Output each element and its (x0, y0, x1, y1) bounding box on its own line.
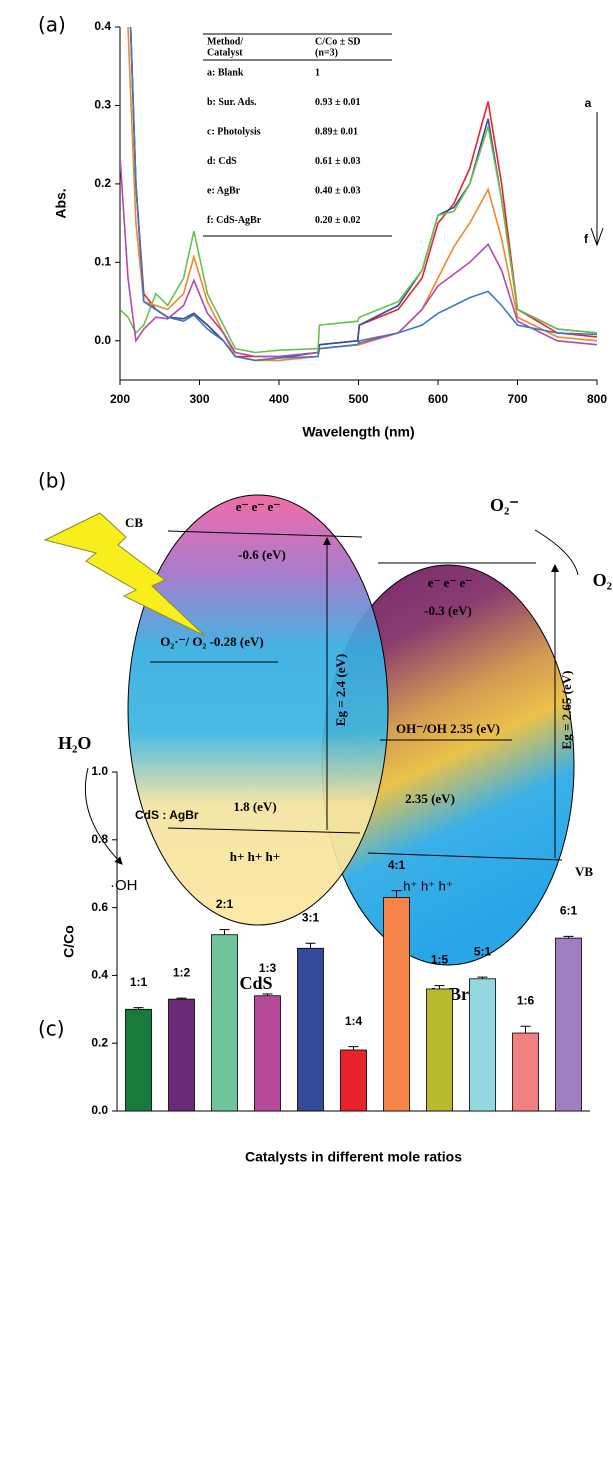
bar-label: 1:2 (173, 965, 191, 979)
table-header: (n=3) (315, 47, 338, 58)
y-tick-label: 0.3 (94, 98, 111, 112)
bar-label: 3:1 (302, 910, 320, 924)
water-label: H₂O (58, 733, 91, 753)
spectrum-line (120, 0, 597, 360)
bar (513, 1033, 539, 1111)
table-cell: 0.20 ± 0.02 (315, 215, 361, 226)
table-header: C/Co ± SD (315, 36, 361, 47)
table-cell: f: CdS-AgBr (207, 215, 262, 226)
bar-label: 1:4 (345, 1014, 363, 1028)
x-axis-title: Catalysts in different mole ratios (245, 1149, 462, 1165)
gap-label: Eg = 2.4 (eV) (333, 654, 348, 726)
table-cell: 0.93 ± 0.01 (315, 97, 361, 108)
level-label: 2.35 (eV) (405, 791, 455, 806)
oxygen-curve (535, 530, 578, 575)
oxygen-label: O₂ (593, 570, 612, 590)
error-bar (220, 930, 230, 935)
y-axis-title: Abs. (53, 188, 69, 218)
spectrum-line (120, 0, 597, 360)
y-tick-label: 0.0 (91, 1103, 108, 1117)
y-tick-label: 0.4 (94, 19, 111, 33)
error-bar (349, 1047, 359, 1050)
level-label: 1.8 (eV) (233, 799, 276, 814)
y-tick-label: 0.2 (94, 176, 111, 190)
plot-area (120, 0, 597, 360)
bar-label: 1:6 (517, 993, 535, 1007)
holes: h+ h+ h+ (230, 849, 280, 864)
vb-label: VB (575, 864, 593, 879)
level-label: -0.3 (eV) (424, 603, 472, 618)
level-label: -0.6 (eV) (238, 547, 286, 562)
y-tick-label: 0.1 (94, 255, 111, 269)
y-tick-label: 0.2 (91, 1035, 108, 1049)
bar-label: 1:1 (130, 975, 148, 989)
bar (255, 996, 281, 1111)
bar (298, 948, 324, 1111)
panel-label: (b) (38, 469, 66, 493)
table-cell: d: CdS (207, 156, 237, 167)
y-tick-label: 0.6 (91, 900, 108, 914)
table-cell: 0.40 ± 0.03 (315, 185, 361, 196)
error-bar (306, 943, 316, 948)
bar-label: 5:1 (474, 944, 492, 958)
level-label: O₂·⁻/ O₂ -0.28 (eV) (160, 634, 263, 649)
annotation: CdS : AgBr (135, 808, 199, 822)
panel-label: (c) (38, 1017, 65, 1041)
annotation: f (584, 232, 589, 246)
bar (341, 1050, 367, 1111)
x-axis-title: Wavelength (nm) (302, 424, 414, 440)
bar (126, 1009, 152, 1111)
panel-label: (a) (38, 13, 66, 37)
y-tick-label: 0.0 (94, 333, 111, 347)
error-bar (521, 1026, 531, 1033)
bar (384, 897, 410, 1111)
bar-label: 4:1 (388, 858, 406, 872)
bar (169, 999, 195, 1111)
x-tick-label: 600 (428, 392, 448, 406)
particle-name: CdS (239, 973, 272, 993)
figure: (b) CB e⁻ e⁻ e⁻ -0.6 (eV) O₂·⁻/ O₂ -0.28… (0, 0, 613, 1470)
table-cell: e: AgBr (207, 185, 241, 196)
annotation: a (585, 96, 592, 110)
trend-arrow (591, 112, 603, 245)
water-arrow (85, 768, 120, 862)
x-tick-label: 500 (348, 392, 368, 406)
hydroxyl-label: ·OH (110, 877, 138, 894)
y-axis-title: C/Co (61, 925, 77, 958)
bar-label: 2:1 (216, 897, 234, 911)
diagram: (b) CB e⁻ e⁻ e⁻ -0.6 (eV) O₂·⁻/ O₂ -0.28… (38, 469, 612, 1005)
table-header: Catalyst (207, 47, 243, 58)
y-tick-label: 1.0 (91, 764, 108, 778)
spectrum-line (120, 0, 597, 360)
x-tick-label: 400 (269, 392, 289, 406)
table-cell: 0.61 ± 0.03 (315, 156, 361, 167)
bar (212, 935, 238, 1111)
x-tick-label: 200 (110, 392, 130, 406)
bar-label: 1:5 (431, 953, 449, 967)
cb-label: CB (125, 515, 143, 530)
table-header: Method/ (207, 36, 243, 47)
table-cell: c: Photolysis (207, 126, 261, 137)
table-cell: 1 (315, 67, 320, 78)
bar (427, 989, 453, 1111)
bar-label: 1:3 (259, 961, 277, 975)
level-label: OH⁻/OH 2.35 (eV) (396, 721, 500, 736)
bar (556, 938, 582, 1111)
electrons: e⁻ e⁻ e⁻ (236, 499, 281, 514)
y-tick-label: 0.8 (91, 832, 108, 846)
table-cell: a: Blank (207, 67, 244, 78)
x-tick-label: 800 (587, 392, 607, 406)
x-tick-label: 700 (507, 392, 527, 406)
gap-label: Eg = 2.65 (eV) (559, 671, 574, 750)
bar-label: 6:1 (560, 904, 578, 918)
spectrum-line (120, 0, 597, 357)
holes: h⁺ h⁺ h⁺ (403, 878, 453, 893)
table-cell: 0.89± 0.01 (315, 126, 358, 137)
y-tick-label: 0.4 (91, 968, 108, 982)
table-cell: b: Sur. Ads. (207, 97, 257, 108)
electrons: e⁻ e⁻ e⁻ (428, 575, 473, 590)
bar (470, 979, 496, 1111)
x-tick-label: 300 (189, 392, 209, 406)
superoxide-label: O₂⁻ (490, 495, 519, 515)
